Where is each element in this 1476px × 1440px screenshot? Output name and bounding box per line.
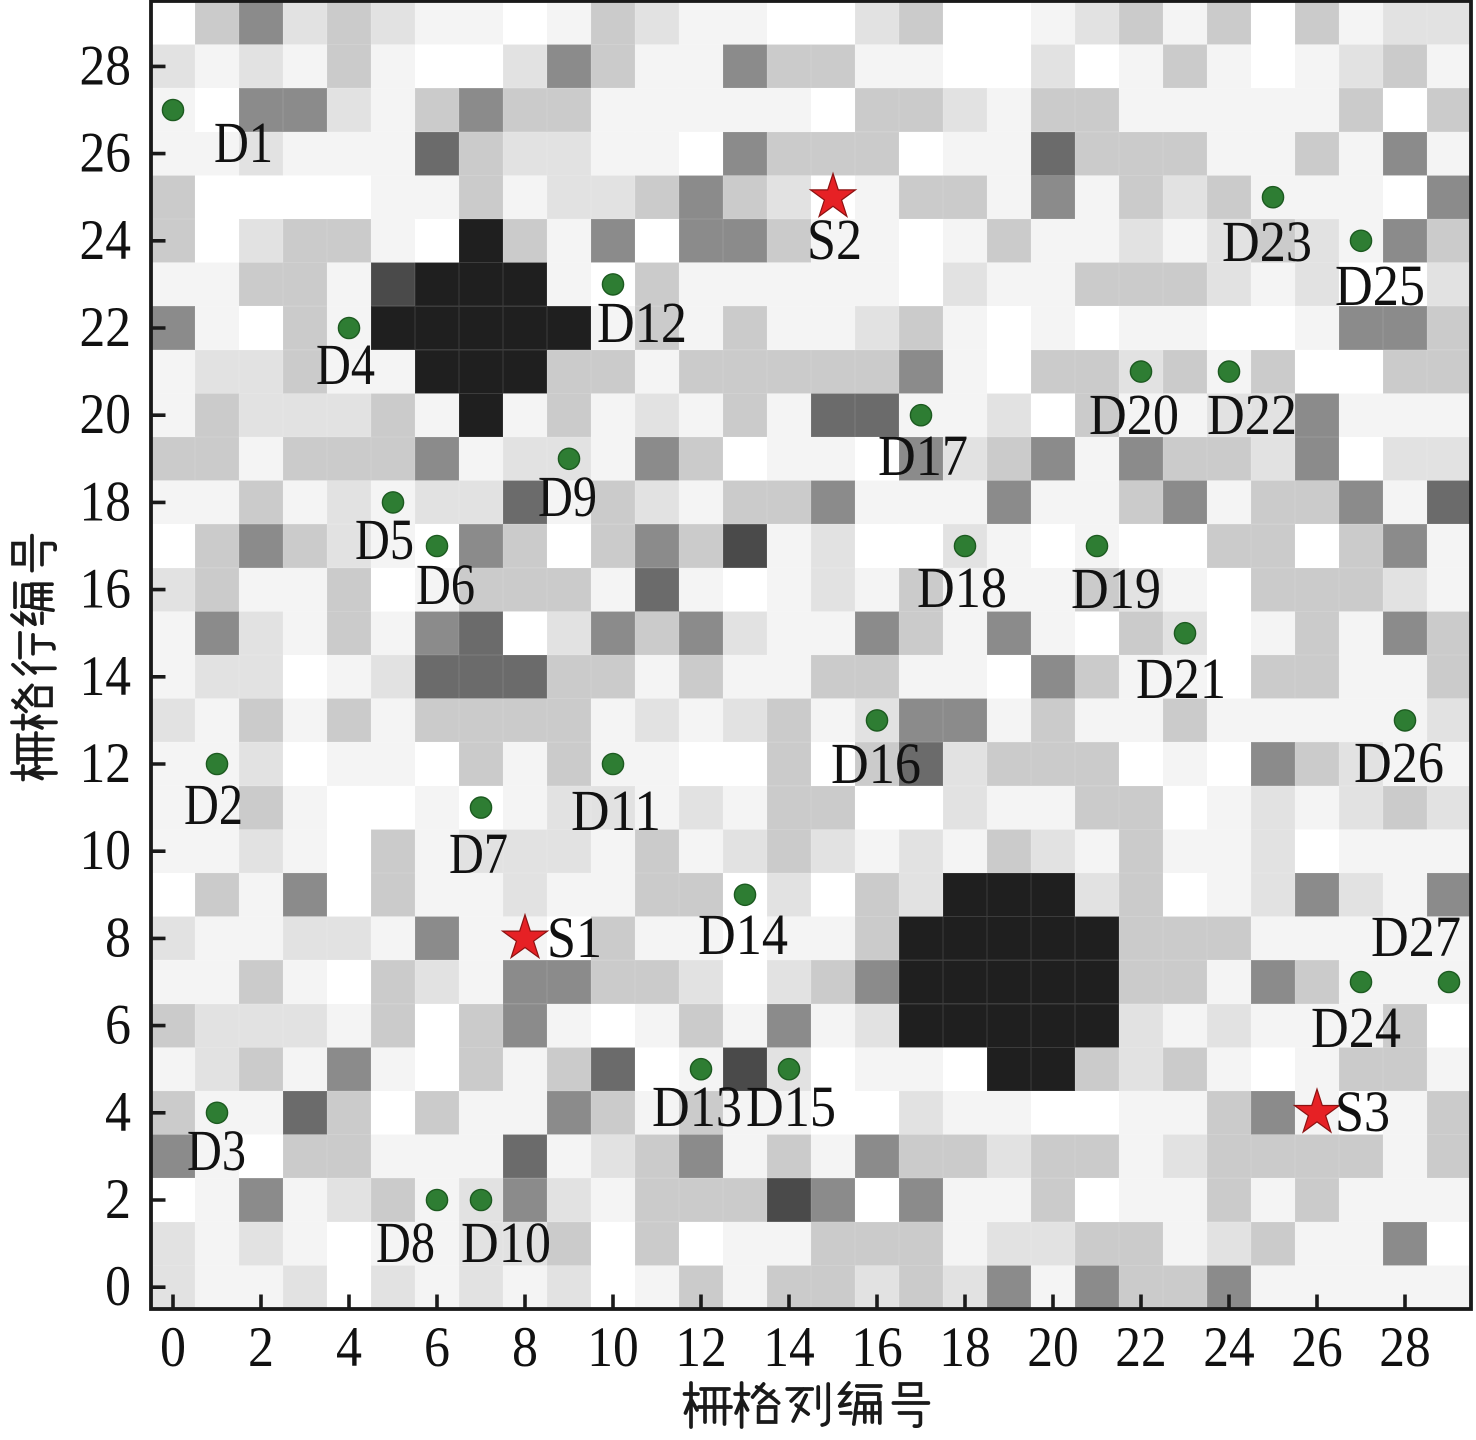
svg-text:S2: S2 [807, 207, 862, 272]
svg-text:D12: D12 [597, 290, 687, 355]
svg-text:D5: D5 [355, 507, 414, 572]
svg-text:22: 22 [80, 296, 132, 359]
svg-text:D17: D17 [878, 423, 968, 488]
svg-text:D23: D23 [1222, 209, 1312, 274]
svg-text:18: 18 [939, 1316, 991, 1379]
svg-text:24: 24 [1203, 1316, 1255, 1379]
svg-text:D2: D2 [184, 772, 243, 837]
svg-text:6: 6 [105, 994, 131, 1057]
svg-text:D6: D6 [416, 552, 475, 617]
svg-text:2: 2 [105, 1168, 131, 1231]
svg-text:D7: D7 [449, 821, 508, 886]
svg-text:26: 26 [1291, 1316, 1343, 1379]
svg-text:20: 20 [80, 383, 132, 446]
svg-text:16: 16 [80, 558, 132, 621]
svg-text:28: 28 [80, 34, 132, 97]
svg-text:D21: D21 [1136, 646, 1226, 711]
svg-text:24: 24 [80, 209, 132, 272]
svg-text:26: 26 [80, 122, 132, 185]
svg-text:0: 0 [160, 1316, 186, 1379]
svg-text:10: 10 [80, 819, 132, 882]
svg-text:20: 20 [1027, 1316, 1079, 1379]
svg-text:10: 10 [587, 1316, 639, 1379]
svg-text:D8: D8 [376, 1210, 435, 1275]
svg-text:18: 18 [80, 470, 132, 533]
svg-text:D27: D27 [1371, 904, 1461, 969]
svg-text:D16: D16 [831, 731, 921, 796]
svg-text:8: 8 [512, 1316, 538, 1379]
svg-text:S1: S1 [547, 905, 602, 970]
svg-text:0: 0 [105, 1255, 131, 1318]
svg-text:D14: D14 [698, 902, 788, 967]
svg-text:D18: D18 [917, 555, 1007, 620]
svg-text:12: 12 [675, 1316, 727, 1379]
svg-text:D3: D3 [187, 1118, 246, 1183]
svg-text:D24: D24 [1311, 995, 1401, 1060]
svg-text:14: 14 [763, 1316, 815, 1379]
svg-text:D11: D11 [571, 778, 661, 843]
svg-text:D26: D26 [1354, 730, 1444, 795]
svg-text:D19: D19 [1071, 556, 1161, 621]
svg-text:12: 12 [80, 732, 132, 795]
svg-text:6: 6 [424, 1316, 450, 1379]
svg-text:D9: D9 [538, 464, 597, 529]
svg-text:16: 16 [851, 1316, 903, 1379]
svg-text:D25: D25 [1335, 253, 1425, 318]
svg-text:28: 28 [1379, 1316, 1431, 1379]
svg-text:2: 2 [248, 1316, 274, 1379]
svg-text:8: 8 [105, 906, 131, 969]
svg-text:D13: D13 [652, 1074, 742, 1139]
svg-text:4: 4 [336, 1316, 362, 1379]
svg-text:4: 4 [105, 1081, 131, 1144]
svg-text:D20: D20 [1089, 382, 1179, 447]
svg-text:D10: D10 [461, 1210, 551, 1275]
svg-text:D22: D22 [1207, 382, 1297, 447]
svg-text:S3: S3 [1335, 1079, 1390, 1144]
svg-text:14: 14 [80, 645, 132, 708]
svg-text:D1: D1 [214, 110, 273, 175]
svg-text:D4: D4 [316, 332, 375, 397]
svg-text:22: 22 [1115, 1316, 1167, 1379]
svg-text:D15: D15 [746, 1074, 836, 1139]
